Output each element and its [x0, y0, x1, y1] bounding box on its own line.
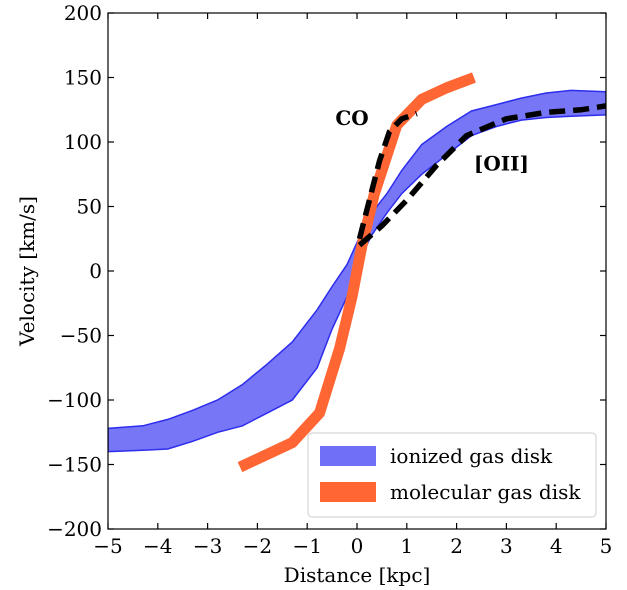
ionized-gas-band: [108, 89, 606, 453]
y-tick-label: 100: [64, 130, 102, 154]
legend-box: [307, 432, 597, 518]
y-tick-label: −200: [47, 517, 102, 541]
x-axis-label: Distance [kpc]: [284, 563, 431, 587]
x-tick-label: −2: [243, 534, 272, 558]
x-tick-label: −5: [93, 534, 122, 558]
legend-label-ionized: ionized gas disk: [390, 444, 553, 468]
y-tick-label: −150: [47, 453, 102, 477]
y-tick-label: 200: [64, 1, 102, 25]
legend-swatch-ionized: [320, 446, 376, 466]
x-tick-label: 4: [550, 534, 563, 558]
annotation-0: CO: [335, 106, 368, 130]
oii-model-dashed-line: [357, 103, 606, 248]
x-tick-label: 3: [500, 534, 513, 558]
y-tick-label: −50: [60, 324, 102, 348]
x-tick-label: 2: [450, 534, 463, 558]
x-tick-label: 0: [351, 534, 364, 558]
x-tick-label: 5: [600, 534, 613, 558]
legend-swatch-molecular: [320, 482, 376, 502]
x-tick-label: −4: [143, 534, 172, 558]
co-model-dashed-line: [356, 111, 418, 240]
y-tick-label: −100: [47, 388, 102, 412]
y-tick-label: 150: [64, 66, 102, 90]
plot-area: CO [OII]: [108, 72, 606, 473]
legend: ionized gas disk molecular gas disk: [307, 432, 597, 518]
y-tick-label: 0: [89, 259, 102, 283]
y-tick-label: 50: [77, 195, 102, 219]
annotation-1: [OII]: [474, 151, 529, 175]
axis-ticks: −5 −4 −3 −2 −1 0 1 2 3 4 5 −200 −150 −100 −50 0 50 100 150…: [47, 1, 612, 558]
legend-label-molecular: molecular gas disk: [390, 480, 581, 504]
x-tick-label: 1: [400, 534, 413, 558]
y-axis-label: Velocity [km/s]: [15, 196, 39, 347]
x-tick-label: −3: [193, 534, 222, 558]
x-tick-label: −1: [292, 534, 321, 558]
